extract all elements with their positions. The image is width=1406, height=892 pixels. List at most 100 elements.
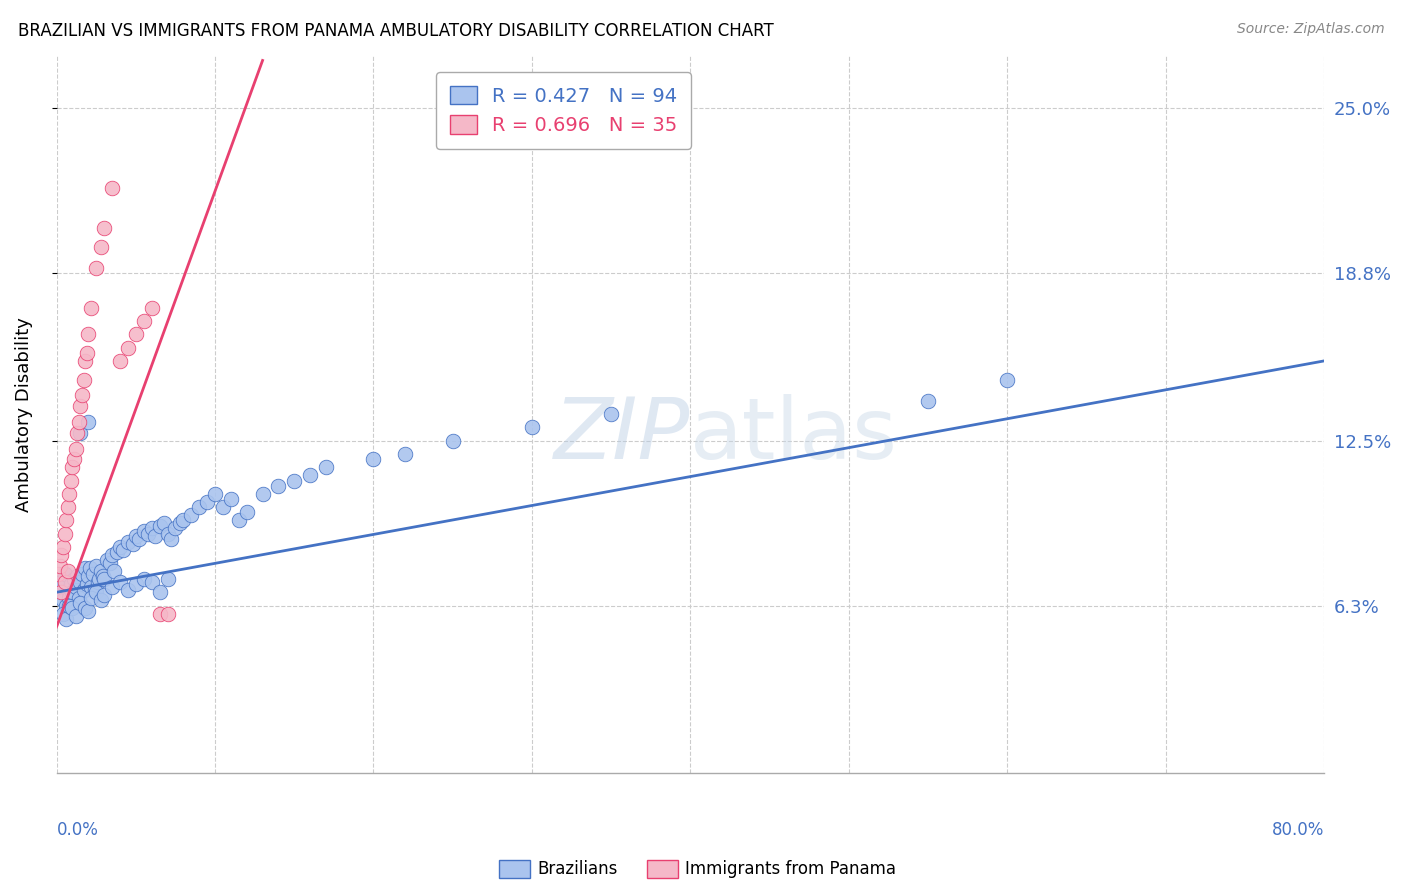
Point <box>141 574 163 589</box>
Legend: R = 0.427   N = 94, R = 0.696   N = 35: R = 0.427 N = 94, R = 0.696 N = 35 <box>436 72 692 149</box>
Point <box>117 341 139 355</box>
Point <box>149 585 172 599</box>
Point <box>156 526 179 541</box>
Point <box>76 577 98 591</box>
Y-axis label: Ambulatory Disability: Ambulatory Disability <box>15 317 32 511</box>
Point <box>52 607 75 621</box>
Point <box>141 521 163 535</box>
Point <box>82 566 104 581</box>
Point <box>441 434 464 448</box>
Point <box>917 393 939 408</box>
Point <box>138 526 160 541</box>
Point <box>267 479 290 493</box>
Point <box>77 327 100 342</box>
Point <box>103 564 125 578</box>
Point <box>91 569 114 583</box>
Point <box>156 572 179 586</box>
Point <box>90 593 112 607</box>
Text: Immigrants from Panama: Immigrants from Panama <box>685 860 896 878</box>
Point <box>394 447 416 461</box>
Point <box>65 609 87 624</box>
Point <box>93 588 115 602</box>
Point <box>117 534 139 549</box>
Point <box>58 591 80 605</box>
Point <box>51 574 73 589</box>
Point <box>72 372 94 386</box>
Point <box>56 564 79 578</box>
Point <box>141 301 163 315</box>
Point <box>69 596 91 610</box>
Point <box>62 460 84 475</box>
Point <box>132 524 155 538</box>
Point <box>252 487 274 501</box>
Point <box>165 521 187 535</box>
Point <box>112 542 135 557</box>
Point <box>235 506 257 520</box>
Point <box>212 500 235 515</box>
Point <box>59 474 82 488</box>
Point <box>299 468 322 483</box>
Point <box>51 548 73 562</box>
Point <box>75 601 97 615</box>
Point <box>600 407 623 421</box>
Point <box>53 526 76 541</box>
Point <box>77 415 100 429</box>
Point <box>67 415 90 429</box>
Point <box>62 601 84 615</box>
Point <box>159 532 181 546</box>
Point <box>89 572 111 586</box>
Point <box>75 561 97 575</box>
Point <box>108 574 131 589</box>
Point <box>80 591 103 605</box>
Point <box>315 460 337 475</box>
Text: atlas: atlas <box>690 394 898 477</box>
Point <box>83 582 105 597</box>
Point <box>121 537 143 551</box>
Point <box>101 181 124 195</box>
Point <box>105 545 128 559</box>
Point <box>90 239 112 253</box>
Point <box>52 593 75 607</box>
Point <box>132 314 155 328</box>
Point <box>63 452 86 467</box>
Point <box>75 354 97 368</box>
Point <box>93 221 115 235</box>
Point <box>219 492 242 507</box>
Text: Brazilians: Brazilians <box>537 860 617 878</box>
Point <box>80 580 103 594</box>
Point <box>76 346 98 360</box>
Point <box>49 558 72 573</box>
Point <box>87 574 110 589</box>
Point <box>80 301 103 315</box>
Point <box>66 425 89 440</box>
Point <box>101 580 124 594</box>
Point <box>125 577 148 591</box>
Text: 0.0%: 0.0% <box>56 821 98 839</box>
Point <box>70 388 93 402</box>
Point <box>132 572 155 586</box>
Point <box>100 556 122 570</box>
Point <box>53 566 76 581</box>
Point <box>79 561 101 575</box>
Point <box>53 574 76 589</box>
Point <box>195 495 218 509</box>
Point <box>156 607 179 621</box>
Point <box>995 372 1018 386</box>
Point <box>58 487 80 501</box>
Point <box>90 564 112 578</box>
Point <box>143 529 166 543</box>
Point <box>59 577 82 591</box>
Point <box>55 513 77 527</box>
Point <box>169 516 191 530</box>
Point <box>49 585 72 599</box>
Point <box>125 529 148 543</box>
Point <box>93 572 115 586</box>
Point <box>72 582 94 597</box>
Point <box>149 518 172 533</box>
Point <box>149 607 172 621</box>
Point <box>77 604 100 618</box>
Point <box>66 569 89 583</box>
Text: 80.0%: 80.0% <box>1271 821 1324 839</box>
Point <box>56 500 79 515</box>
Point <box>55 599 77 613</box>
